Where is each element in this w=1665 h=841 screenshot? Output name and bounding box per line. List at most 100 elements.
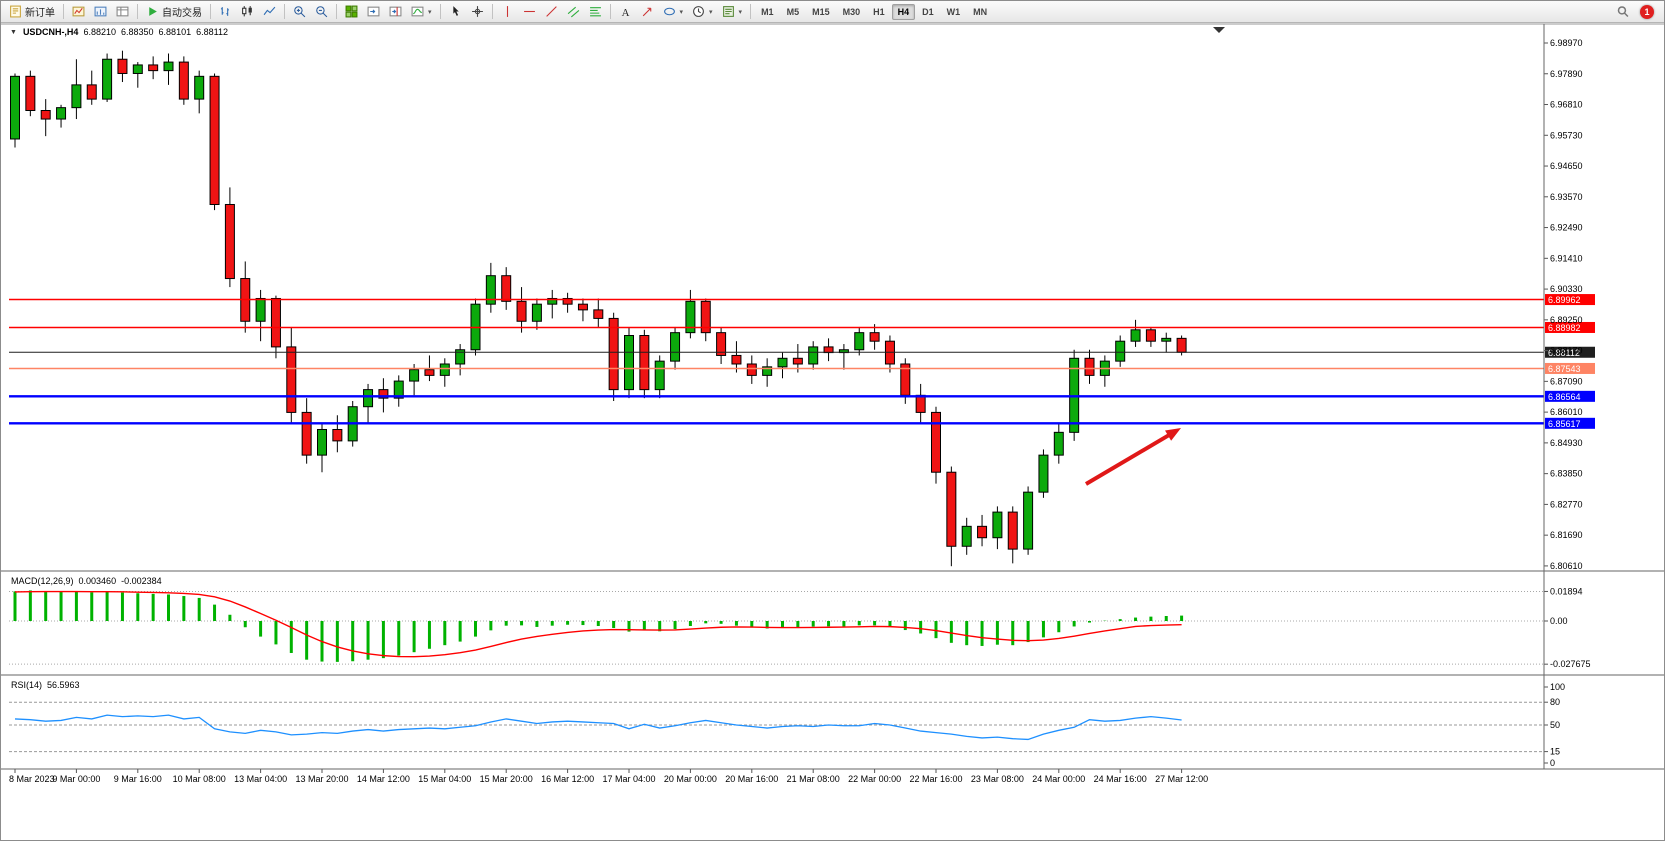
crosshair-button[interactable] [467, 2, 488, 22]
timeframe-m15[interactable]: M15 [812, 6, 830, 17]
svg-text:6.92490: 6.92490 [1550, 223, 1583, 233]
svg-text:-0.027675: -0.027675 [1550, 659, 1591, 669]
chevron-down-icon[interactable]: ▾ [679, 8, 684, 16]
svg-text:0.01894: 0.01894 [1550, 586, 1583, 596]
price-tag-6.85617 [1545, 417, 1595, 429]
shift-icon [389, 6, 402, 17]
svg-text:6.81690: 6.81690 [1550, 530, 1583, 540]
toolbar-separator [750, 4, 752, 19]
toolbar-separator [336, 4, 337, 19]
svg-text:6.85617: 6.85617 [1548, 419, 1581, 429]
timeframe-w1[interactable]: W1 [946, 6, 961, 17]
svg-text:6.96810: 6.96810 [1550, 100, 1583, 110]
crosshair-icon [471, 6, 483, 17]
timeframe-m5[interactable]: M5 [786, 6, 800, 17]
chevron-down-icon[interactable]: ▾ [738, 8, 743, 16]
auto-scroll-button[interactable] [363, 2, 384, 22]
svg-text:6.89962: 6.89962 [1548, 295, 1581, 305]
zoom-out-button[interactable] [311, 2, 332, 22]
svg-text:16 Mar 12:00: 16 Mar 12:00 [541, 774, 594, 784]
new-chart-button[interactable] [68, 2, 89, 22]
svg-text:80: 80 [1550, 697, 1560, 707]
search-button[interactable] [1612, 2, 1633, 22]
svg-text:6.86010: 6.86010 [1550, 407, 1583, 417]
svg-text:6.97890: 6.97890 [1550, 69, 1583, 79]
rsi-panel: 100 80 50 150 [14, 682, 1565, 768]
svg-text:6.88982: 6.88982 [1548, 323, 1581, 333]
zoom-in-icon [294, 6, 306, 18]
toolbar-separator [491, 4, 493, 19]
collapse-icon[interactable]: ▼ [10, 28, 17, 36]
svg-text:14 Mar 12:00: 14 Mar 12:00 [357, 774, 410, 784]
macd-signal-line [14, 590, 1182, 658]
hline-icon [523, 10, 535, 13]
svg-text:23 Mar 08:00: 23 Mar 08:00 [971, 774, 1024, 784]
play-icon [149, 7, 157, 16]
candlestick-chart-button[interactable] [237, 2, 258, 22]
horizontal-line-button[interactable] [519, 2, 540, 22]
notification-badge[interactable]: 1 [1640, 4, 1654, 19]
macd-panel: 0.01894 0.00 -0.027675 [13, 586, 1591, 669]
svg-text:17 Mar 04:00: 17 Mar 04:00 [602, 774, 655, 784]
timeframe-h4[interactable]: H4 [891, 3, 916, 20]
svg-text:24 Mar 00:00: 24 Mar 00:00 [1032, 774, 1085, 784]
shapes-button[interactable]: ▾ [659, 2, 688, 22]
toolbar-separator [137, 4, 138, 19]
profiles-button[interactable] [90, 2, 111, 22]
vertical-line-button[interactable] [497, 2, 518, 22]
autotrading-label: 自动交易 [162, 8, 202, 19]
timeframe-mn[interactable]: MN [973, 6, 988, 17]
toolbar-separator [284, 4, 285, 19]
linechart-icon [263, 6, 276, 16]
zoom-in-button[interactable] [289, 2, 310, 22]
grid-icon [345, 5, 358, 18]
price-tag-6.87543 [1545, 362, 1595, 374]
main-toolbar: 新订单 自动交易 ▾ A ▾ ▾ ▾ M1 M5 M15 M30 H1 H4 D1 W1 MN 1 [1, 1, 1664, 23]
vline-icon [506, 6, 508, 17]
tile-windows-button[interactable] [341, 2, 362, 22]
data-window-icon [116, 6, 129, 17]
toolbar-right: 1 [1612, 2, 1660, 22]
trend-arrow[interactable] [1084, 430, 1176, 486]
arrows-tool-button[interactable] [637, 2, 658, 22]
indicators-button[interactable]: ▾ [407, 2, 436, 22]
text-tool-button[interactable]: A [615, 2, 636, 22]
line-chart-button[interactable] [259, 2, 280, 22]
svg-text:6.93570: 6.93570 [1550, 192, 1583, 202]
autotrading-button[interactable]: 自动交易 [142, 2, 206, 22]
template-icon [722, 6, 734, 17]
chevron-down-icon[interactable]: ▾ [709, 8, 713, 16]
periods-button[interactable]: ▾ [688, 2, 717, 22]
timeframe-m1[interactable]: M1 [761, 6, 774, 17]
chart-add-icon [72, 6, 85, 17]
timeframe-d1[interactable]: D1 [922, 6, 934, 17]
bar-chart-button[interactable] [215, 2, 236, 22]
chart-shift-marker[interactable] [1213, 27, 1225, 33]
svg-text:21 Mar 08:00: 21 Mar 08:00 [787, 774, 840, 784]
svg-text:6.91410: 6.91410 [1550, 253, 1583, 263]
fibonacci-button[interactable] [585, 2, 606, 22]
new-order-button[interactable]: 新订单 [5, 2, 59, 22]
chevron-down-icon[interactable]: ▾ [428, 8, 432, 16]
svg-text:6.87543: 6.87543 [1548, 364, 1581, 374]
svg-text:6.90330: 6.90330 [1550, 284, 1583, 294]
timeframe-h1[interactable]: H1 [873, 6, 885, 17]
trend-arrow-head[interactable] [1165, 428, 1181, 441]
timeframe-m30[interactable]: M30 [842, 6, 861, 17]
svg-text:6.89250: 6.89250 [1550, 315, 1583, 325]
chart-shift-button[interactable] [385, 2, 406, 22]
cursor-button[interactable] [445, 2, 466, 22]
templates-button[interactable]: ▾ [718, 2, 747, 22]
svg-text:A: A [621, 7, 629, 18]
svg-text:22 Mar 16:00: 22 Mar 16:00 [909, 774, 962, 784]
equidistant-channel-button[interactable] [563, 2, 584, 22]
svg-text:6.87090: 6.87090 [1550, 376, 1583, 386]
trendline-button[interactable] [541, 2, 562, 22]
search-icon [1617, 6, 1629, 18]
chart-ohlc-header: ▼ USDCNH-,H4 6.88210 6.88350 6.88101 6.8… [10, 27, 228, 37]
autoscroll-icon [367, 6, 380, 17]
data-window-button[interactable] [112, 2, 133, 22]
